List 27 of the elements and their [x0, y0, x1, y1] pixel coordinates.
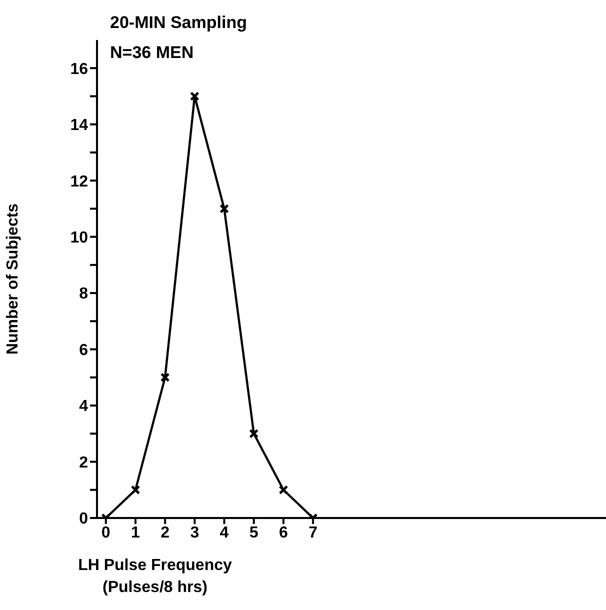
y-tick-label: 0 — [79, 510, 88, 528]
y-tick-label: 4 — [79, 398, 88, 416]
chart-subtitle: N=36 MEN — [110, 42, 195, 64]
point — [130, 485, 140, 495]
y-tick-label: 8 — [79, 286, 88, 303]
x-tick-label: 4 — [220, 524, 229, 542]
point — [160, 372, 170, 382]
x-axis-title: LH Pulse Frequency (Pulses/8 hrs) — [78, 557, 232, 596]
point — [278, 485, 288, 495]
y-tick-label: 6 — [79, 342, 88, 359]
y-tick-label: 16 — [70, 60, 88, 78]
point — [220, 204, 229, 214]
y-tick-label: 12 — [70, 173, 88, 190]
chart-title: 20-MIN Sampling — [110, 12, 247, 34]
y-tick-label: 2 — [79, 454, 88, 472]
x-tick-label: 2 — [160, 524, 170, 542]
x-tick-label: 5 — [249, 524, 258, 542]
y-tick-label: 14 — [70, 117, 88, 134]
y-axis-title: Number of Subjects — [4, 203, 22, 355]
x-tick-label: 3 — [190, 524, 200, 542]
x-tick-label: 7 — [308, 524, 318, 542]
point — [190, 91, 200, 101]
x-tick-label: 6 — [278, 524, 288, 542]
point — [249, 428, 259, 438]
x-tick-label: 0 — [101, 524, 110, 542]
x-tick-label: 1 — [131, 524, 140, 542]
y-tick-label: 10 — [70, 230, 88, 247]
